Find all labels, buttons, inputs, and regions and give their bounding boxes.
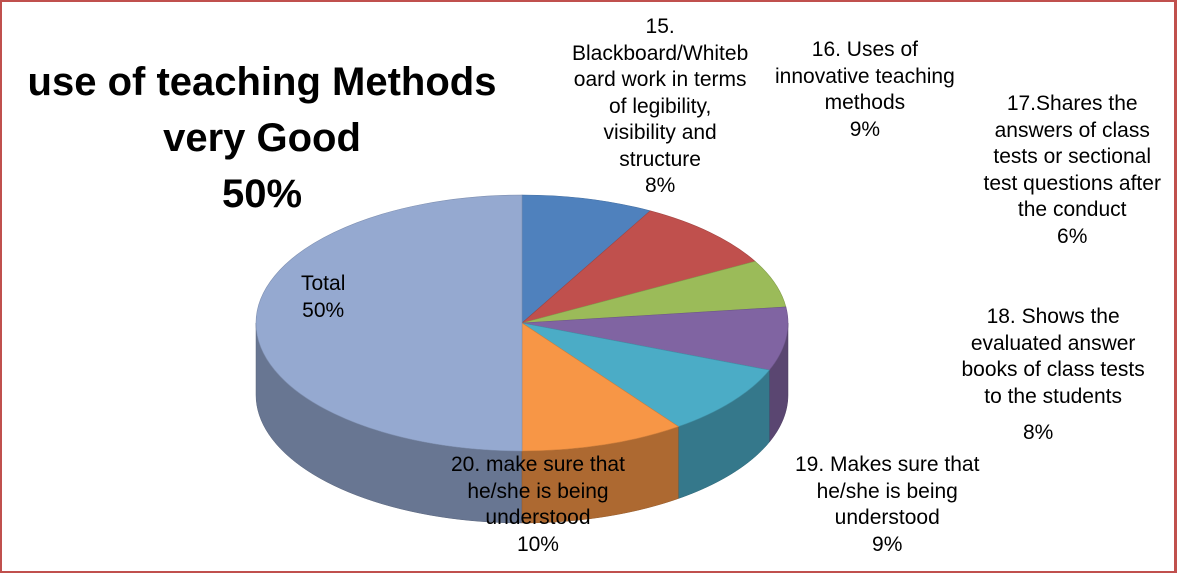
pie-slice-2 [521, 210, 756, 324]
data-label-line: 18. Shows the [986, 305, 1120, 328]
data-label-line: answers of class [994, 118, 1150, 142]
data-label-line: methods [824, 91, 906, 114]
data-label-line: Total [301, 272, 346, 295]
data-label-line: Blackboard/Whiteb [572, 41, 749, 65]
pie-slice-1 [521, 194, 651, 324]
data-label-line: he/she is being [816, 479, 958, 503]
data-label-line: he/she is being [467, 479, 609, 503]
data-label-6: 20. make sure that he/she is being underst… [451, 452, 625, 558]
pie-slice-4 [521, 306, 789, 371]
data-label-line: books of class tests [961, 358, 1145, 381]
data-label-line: 8% [1022, 421, 1054, 444]
data-label-line: evaluated answer [970, 331, 1136, 355]
data-label-line: 50% [302, 298, 345, 322]
pie-slice-6 [521, 322, 680, 452]
data-label-line: tests or sectional [993, 145, 1151, 168]
data-label-line: test questions after [983, 171, 1161, 195]
data-label-5: 19. Makes sure that he/she is being unders… [795, 452, 979, 558]
data-label-line: 19. Makes sure that [795, 453, 980, 476]
pie-slice-5 [521, 322, 770, 427]
data-label-4: 18. Shows the evaluated answer books of cl… [961, 304, 1145, 444]
title-line-2: very Good [163, 116, 361, 160]
data-label-line: of legibility, [608, 94, 712, 118]
pie-slice-7 [255, 194, 523, 452]
data-label-line: 17.Shares the [1006, 92, 1138, 115]
data-label-3: 17.Shares the answers of class tests or se… [984, 91, 1161, 250]
data-label-line: visibility and [603, 121, 717, 144]
data-label-line: 6% [1057, 224, 1088, 248]
title-line-1: use of teaching Methods [27, 60, 497, 104]
data-label-line: 20. make sure that [451, 453, 625, 476]
data-label-line: understood [834, 506, 940, 529]
data-label-line: the conduct [1017, 198, 1127, 221]
data-label-line: to the students [984, 384, 1122, 408]
data-label-2: 16. Uses of innovative teaching methods 9% [775, 37, 955, 143]
data-label-line: understood [485, 506, 591, 529]
data-label-line: 16. Uses of [811, 38, 919, 61]
data-label-7: Total 50% [301, 271, 345, 324]
data-label-1: 15. Blackboard/Whiteb oard work in terms of… [572, 14, 748, 200]
data-label-line: 10% [516, 532, 559, 556]
data-label-line: 9% [849, 117, 881, 141]
data-label-line: 8% [644, 174, 676, 197]
chart-title: use of teaching Methods very Good 50% [14, 54, 510, 222]
data-label-line: innovative teaching [775, 64, 955, 88]
data-label-line: oard work in terms [573, 68, 747, 91]
data-label-line: 9% [872, 532, 903, 556]
title-line-3: 50% [221, 172, 303, 216]
data-label-line: 15. [645, 15, 675, 38]
data-label-line: structure [619, 147, 701, 171]
